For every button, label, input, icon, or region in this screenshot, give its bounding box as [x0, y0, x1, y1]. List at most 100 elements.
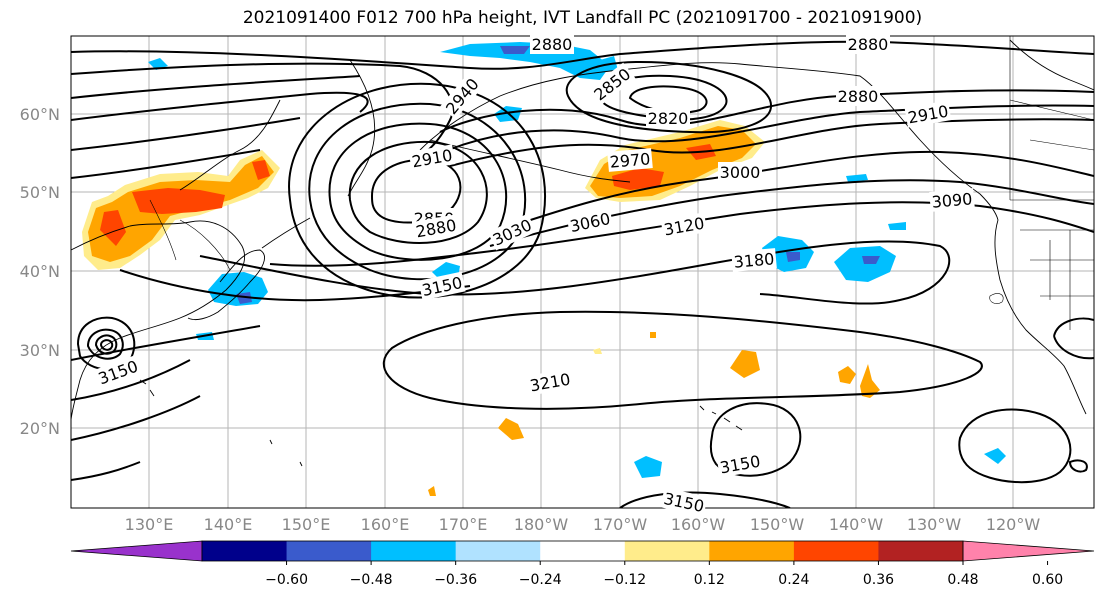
ivt-positive-region	[730, 350, 760, 378]
contour-label: 2970	[609, 149, 651, 171]
lon-label: 140°W	[829, 515, 884, 534]
contour-line	[71, 62, 454, 157]
coastline-islands	[139, 379, 303, 467]
ivt-positive-region	[650, 332, 656, 338]
contour-label: 2880	[838, 87, 879, 106]
contour-line	[709, 402, 802, 477]
lon-label: 130°W	[907, 515, 962, 534]
ivt-negative-region	[786, 252, 800, 262]
coastline-kamchatka	[347, 59, 376, 197]
colorbar-tick-label: −0.12	[603, 572, 646, 588]
border-line	[1009, 99, 1094, 151]
colorbar-tick-label: −0.60	[265, 572, 308, 588]
contour-label-bg	[526, 368, 574, 396]
coastlines	[71, 39, 1094, 467]
contour-line	[348, 140, 488, 244]
colorbar-tick-label: −0.24	[519, 572, 562, 588]
coastline-alaska	[419, 62, 999, 221]
colorbar-bin	[202, 541, 288, 561]
lon-label: 120°W	[986, 515, 1041, 534]
ivt-positive-region	[428, 486, 436, 496]
colorbar-tick-label: 0.36	[863, 572, 894, 588]
ivt-positive-region	[498, 418, 524, 440]
contour-line	[71, 359, 191, 401]
latitude-labels: 60°N 50°N 40°N 30°N 20°N	[20, 105, 60, 438]
map-frame	[70, 35, 1095, 509]
contour-label-bg	[93, 355, 143, 389]
contour-line	[499, 150, 1094, 231]
lon-label: 170°E	[439, 515, 488, 534]
contour-line	[71, 325, 261, 361]
ivt-positive-region	[860, 364, 880, 398]
colorbar-tick-label: 0.48	[947, 572, 978, 588]
ivt-positive-region	[612, 168, 664, 190]
lon-label: 130°E	[125, 515, 174, 534]
colorbar-bin	[540, 541, 626, 561]
map-title: 2021091400 F012 700 hPa height, IVT Land…	[242, 8, 923, 28]
contour-label-bg	[408, 144, 456, 172]
contour-label-bg	[660, 487, 708, 517]
contour-label-bg	[904, 100, 952, 128]
lon-label: 180°W	[514, 515, 569, 534]
border-line	[149, 199, 177, 261]
contour-line	[382, 310, 983, 410]
ivt-positive-region	[132, 188, 225, 214]
contour-label-bg	[716, 450, 764, 478]
contour-line	[76, 316, 136, 371]
colorbar-tick-label: 0.60	[1032, 572, 1063, 588]
contour-label-bg	[929, 188, 975, 212]
contour-line	[447, 104, 1094, 151]
contour-line	[71, 395, 201, 441]
contour-line	[1068, 459, 1088, 473]
contour-label-bg	[646, 108, 690, 128]
contour-line	[99, 339, 114, 351]
contour-label: 3000	[720, 163, 761, 182]
ivt-positive-region	[838, 366, 856, 384]
colorbar-tick-label: 0.24	[778, 572, 809, 588]
colorbar-bin	[709, 541, 795, 561]
coastline-asia	[179, 99, 281, 191]
contour-line	[269, 201, 1094, 267]
coastline-na	[994, 219, 1087, 415]
contour-label-bg	[412, 214, 460, 242]
contour-label-bg	[731, 248, 777, 272]
lon-label: 170°W	[593, 515, 648, 534]
colorbar-frame	[201, 540, 964, 562]
ivt-negative-region	[148, 58, 168, 70]
lon-label: 150°E	[282, 515, 331, 534]
coastline-asia	[71, 220, 246, 421]
political-borders	[149, 36, 1094, 330]
contour-label-bg	[660, 212, 708, 240]
coastline-canada	[1009, 39, 1094, 91]
contour-line	[94, 334, 118, 355]
contour-line	[308, 102, 527, 281]
coastline-kuril	[261, 217, 311, 249]
contour-line	[71, 40, 1094, 70]
border-line	[1020, 229, 1094, 330]
lat-label: 30°N	[20, 341, 60, 360]
contour-label-bg	[607, 148, 653, 172]
colorbar-bin	[624, 541, 710, 561]
ivt-positive-region	[593, 348, 602, 354]
lon-label: 150°W	[750, 515, 805, 534]
colorbar-tick-label: 0.12	[694, 572, 725, 588]
lon-label: 160°E	[361, 515, 410, 534]
colorbar-extension-high	[962, 540, 1095, 562]
contour-label-bg	[846, 34, 890, 54]
contour-label-bg	[530, 34, 574, 54]
contour-line	[71, 75, 361, 99]
coastline-aleutian	[429, 139, 631, 183]
ivt-negative-region	[846, 174, 868, 182]
contour-line	[71, 117, 301, 151]
coastline-japan	[187, 249, 265, 321]
contour-label-bg	[418, 271, 466, 301]
contour-label: 2820	[648, 109, 689, 128]
contour-line	[288, 82, 546, 299]
ivt-negative-region	[500, 46, 530, 54]
colorbar-bin	[286, 541, 372, 561]
lat-label: 40°N	[20, 262, 60, 281]
contour-label-bg	[718, 162, 762, 182]
lat-label: 20°N	[20, 419, 60, 438]
ivt-negative-region	[984, 448, 1006, 464]
